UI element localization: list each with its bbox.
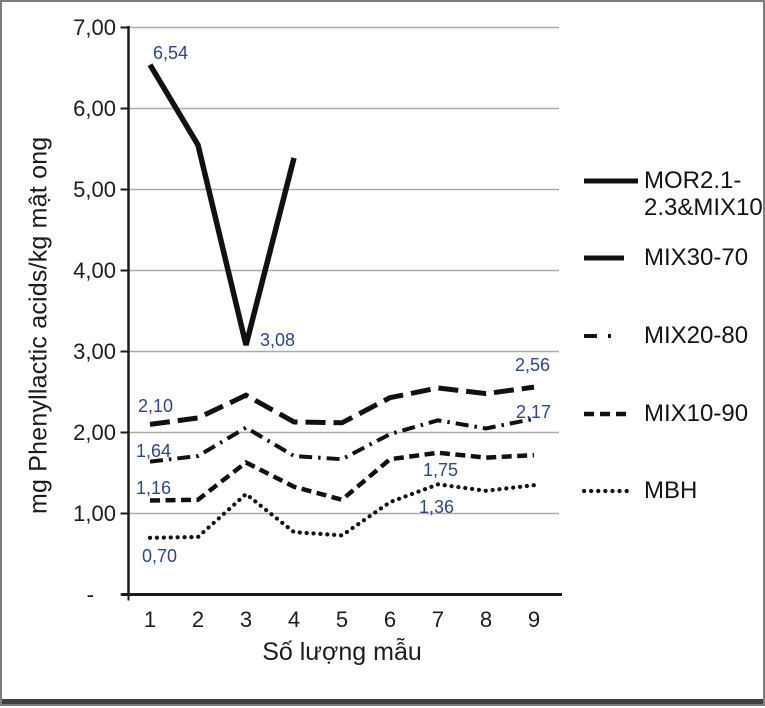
x-tick-label: 2 [191,607,205,632]
data-label: 3,08 [260,330,296,351]
legend-item-label: MIX30-70 [644,244,748,271]
x-tick-label: 6 [383,607,397,632]
legend-label-line: MIX10-90 [644,400,749,427]
legend-label-line: MIX20-80 [644,322,749,349]
legend-item-MOR2.1-2.3&MIX10: MOR2.1- 2.3&MIX10 [582,167,763,221]
legend-item-MIX30-70: MIX30-70 [582,244,748,272]
x-tick-label: 3 [239,607,253,632]
series-line-MIX20-80 [149,416,535,464]
x-tick-label: 1 [143,607,157,632]
figure-bottom-border [2,699,763,704]
legend-item-label: MIX20-80 [644,322,748,349]
legend-item-label: MOR2.1- 2.3&MIX10 [644,167,763,221]
legend-sample-line [584,178,638,184]
y-tick-label: 6,00 [73,95,116,121]
legend-label-line: 2.3&MIX10 [644,194,763,221]
y-tick-label: 1,00 [73,500,116,526]
legend-item-MIX20-80: MIX20-80 [582,322,748,350]
x-tick-label: 9 [527,607,541,632]
legend-sample-line [584,334,630,338]
data-label: 0,70 [142,545,178,566]
data-label: 1,36 [419,497,455,518]
data-label: 2,56 [515,355,551,376]
series-line-MIX30-70 [149,384,535,427]
y-tick-label: 3,00 [73,338,116,364]
series-line-MOR2.1-2.3&MIX10 [147,63,297,346]
series-line-MBH [147,482,537,540]
x-tick-label: 4 [287,607,301,632]
x-axis-title: Số lượng mẫu [262,638,422,666]
data-label: 1,16 [136,477,172,498]
x-tick-label: 5 [335,607,349,632]
y-tick-label: 4,00 [73,257,116,283]
y-tick-label: - [86,581,94,607]
x-tick-label: 8 [479,607,493,632]
x-tick-label: 7 [431,607,445,632]
data-label: 1,64 [136,440,172,461]
legend-sample-line [584,411,630,417]
legend-label-line: MBH [644,477,698,504]
legend-item-label: MBH [644,477,697,504]
y-tick-label: 2,00 [73,419,116,445]
legend-item-label: MIX10-90 [644,400,748,427]
data-label: 2,17 [516,401,552,422]
y-axis-title: mg Phenyllactic acids/kg mật ong [24,136,53,514]
data-label: 1,75 [423,459,459,480]
legend-item-MBH: MBH [582,477,697,505]
y-tick-label: 7,00 [73,14,116,40]
series-line-MIX10-90 [149,450,535,503]
legend-label-line: MIX30-70 [644,244,749,271]
data-label: 2,10 [138,396,174,417]
legend-sample-line [584,255,630,261]
data-label: 6,54 [153,42,189,63]
legend-item-MIX10-90: MIX10-90 [582,400,748,428]
legend-sample-line [582,488,633,494]
y-tick-label: 5,00 [73,176,116,202]
legend-label-line: MOR2.1- [644,167,742,194]
